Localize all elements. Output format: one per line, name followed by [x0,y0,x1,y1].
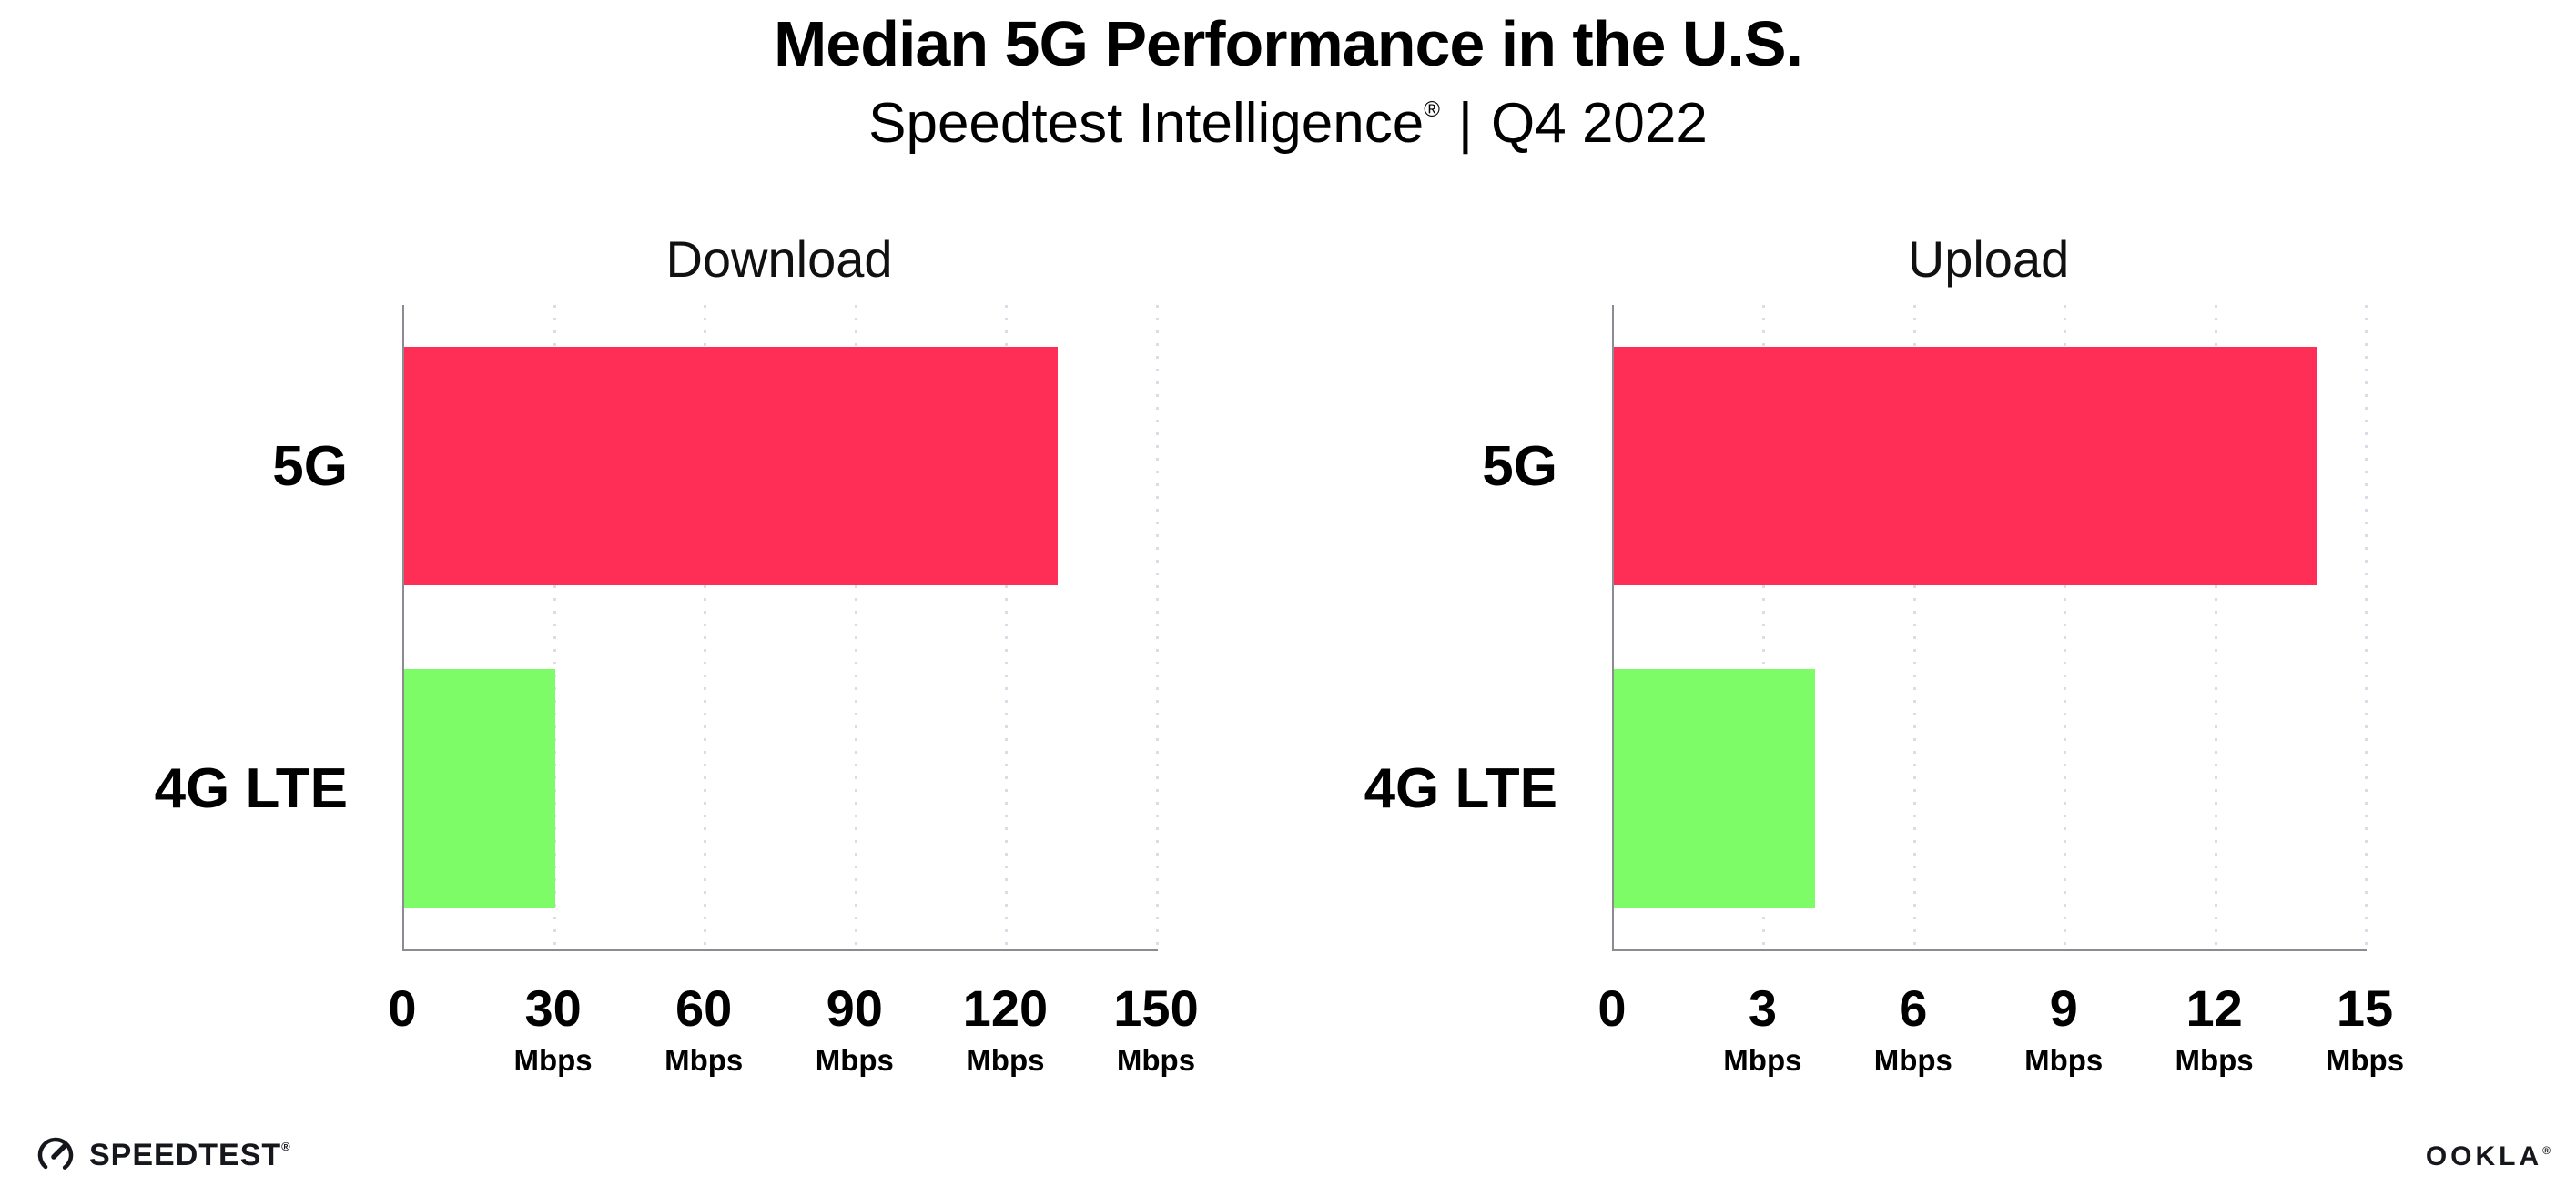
page-title: Median 5G Performance in the U.S. [773,8,1803,79]
category-label-4g-lte: 4G LTE [154,756,348,820]
x-tick-value: 0 [1597,979,1627,1037]
category-label-5g: 5G [272,434,348,498]
x-tick-12: 12 Mbps [2105,981,2324,1078]
upload-plot-area [1612,305,2368,951]
registered-trademark-icon: ® [2542,1144,2551,1157]
gridline [553,305,556,949]
x-tick-value: 30 [524,979,582,1037]
speedtest-wordmark: SPEEDTEST® [89,1137,291,1172]
x-tick-30: 30 Mbps [444,981,663,1078]
x-tick-value: 3 [1748,979,1777,1037]
x-tick-unit: Mbps [1873,1043,1952,1077]
chart-title-download: Download [665,230,893,288]
gridline [2365,305,2368,949]
x-tick-value: 150 [1113,979,1199,1037]
bar-4g-lte [1614,669,1815,908]
x-tick-60: 60 Mbps [594,981,813,1078]
x-tick-unit: Mbps [815,1043,894,1077]
x-tick-150: 150 Mbps [1047,981,1265,1078]
x-tick-9: 9 Mbps [1954,981,2173,1078]
ookla-wordmark: OOKLA [2425,1141,2543,1172]
ookla-logo: OOKLA® [2426,1141,2551,1172]
upload-x-axis: 0 3 Mbps 6 Mbps 9 Mbps 12 Mbps 15 Mbps [1597,981,2404,1109]
chart-title-upload: Upload [1907,230,2070,288]
registered-trademark-icon: ® [1424,97,1440,122]
x-tick-value: 90 [826,979,883,1037]
gridline [704,305,707,949]
page-subtitle: Speedtest Intelligence® | Q4 2022 [0,91,2576,156]
gridline [1156,305,1159,949]
speedtest-gauge-icon [37,1137,74,1173]
x-tick-0: 0 [293,981,512,1036]
category-label-4g-lte: 4G LTE [1364,756,1557,820]
x-tick-3: 3 Mbps [1653,981,1871,1078]
x-tick-value: 60 [675,979,733,1037]
x-tick-value: 9 [2049,979,2078,1037]
x-tick-value: 0 [388,979,417,1037]
x-tick-0: 0 [1503,981,1721,1036]
x-tick-unit: Mbps [2325,1043,2405,1077]
category-label-5g: 5G [1482,434,1557,498]
subtitle-period: Q4 2022 [1491,92,1708,155]
bar-5g [404,347,1058,585]
download-plot-area [402,305,1159,951]
x-tick-unit: Mbps [2024,1043,2104,1077]
x-tick-120: 120 Mbps [896,981,1114,1078]
speedtest-logo: SPEEDTEST® [35,1134,291,1176]
x-tick-value: 12 [2186,979,2243,1037]
x-tick-unit: Mbps [966,1043,1045,1077]
bar-5g [1614,347,2317,585]
subtitle-divider: | [1457,92,1474,155]
gridline [854,305,857,949]
gridline [2064,305,2067,949]
x-tick-90: 90 Mbps [745,981,964,1078]
x-tick-15: 15 Mbps [2256,981,2474,1078]
x-tick-6: 6 Mbps [1804,981,2023,1078]
x-tick-unit: Mbps [513,1043,593,1077]
registered-trademark-icon: ® [281,1139,291,1153]
x-tick-value: 6 [1899,979,1928,1037]
x-tick-value: 15 [2336,979,2394,1037]
gridline [1762,305,1766,949]
gridline [1912,305,1916,949]
x-tick-unit: Mbps [2175,1043,2254,1077]
x-tick-unit: Mbps [1723,1043,1802,1077]
x-tick-value: 120 [962,979,1049,1037]
x-tick-unit: Mbps [1116,1043,1196,1077]
subtitle-brand: Speedtest Intelligence [868,92,1425,155]
download-x-axis: 0 30 Mbps 60 Mbps 90 Mbps 120 Mbps 150 Mbps [388,981,1198,1109]
bar-4g-lte [404,669,555,908]
gridline [2214,305,2217,949]
x-tick-unit: Mbps [664,1043,744,1077]
gridline [1005,305,1009,949]
